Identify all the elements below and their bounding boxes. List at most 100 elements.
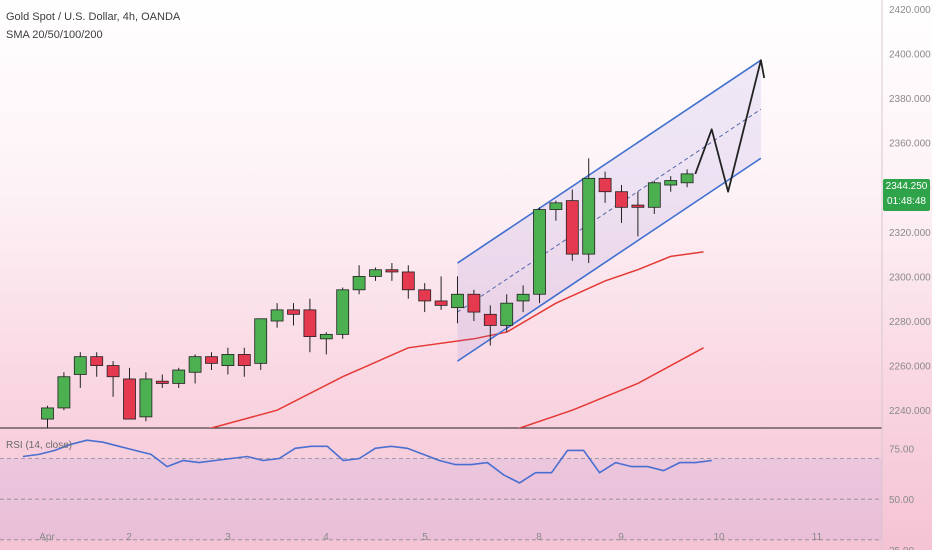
candle-body — [155, 380, 169, 384]
candle-body — [385, 269, 399, 273]
candle-body — [270, 309, 284, 322]
candle-down — [434, 276, 448, 310]
candle-body — [418, 289, 432, 302]
rsi-path — [22, 439, 712, 484]
candle-body — [647, 182, 661, 208]
candle-body — [90, 356, 104, 366]
candle-body — [401, 271, 415, 291]
price-tick-label: 2320.000 — [889, 228, 931, 239]
candle-down — [205, 352, 218, 371]
candle-up — [516, 285, 530, 313]
candle-down — [467, 289, 481, 321]
candle-body — [303, 309, 317, 338]
time-tick-label: 4 — [323, 532, 329, 543]
candle-body — [188, 356, 202, 373]
candle-body — [500, 302, 514, 326]
time-tick-label: 11 — [812, 532, 823, 543]
last-price-badge: 2344.250 01:48:48 — [883, 179, 930, 211]
candle-body — [631, 204, 645, 208]
candle-body — [221, 354, 235, 366]
rsi-tick-label: 50.00 — [889, 495, 914, 506]
candle-body — [615, 191, 628, 208]
candle-down — [598, 171, 612, 203]
channel-mid-line — [457, 108, 762, 313]
sma-line-b — [517, 347, 704, 428]
candle-up — [582, 158, 596, 264]
candle-body — [352, 276, 366, 291]
candle-up — [41, 405, 54, 428]
candle-up — [172, 367, 186, 388]
time-tick-label: 10 — [713, 532, 725, 543]
price-tick-label: 2260.000 — [889, 362, 931, 373]
candle-up — [221, 347, 235, 375]
rsi-line — [22, 439, 712, 484]
candle-down — [483, 305, 497, 346]
symbol-title[interactable]: Gold Spot / U.S. Dollar, 4h, OANDA — [6, 11, 181, 23]
time-tick-label: 8 — [536, 532, 542, 543]
sma-line-a — [208, 251, 704, 428]
candle-body — [369, 269, 382, 277]
candle-body — [549, 202, 563, 210]
candle-body — [139, 378, 153, 418]
last-price: 2344.250 — [885, 181, 928, 192]
candles — [41, 158, 694, 428]
indicator-legend[interactable]: SMA 20/50/100/200 — [6, 29, 103, 41]
candle-body — [287, 309, 300, 315]
price-tick-label: 2280.000 — [889, 317, 931, 328]
candle-down — [565, 189, 579, 261]
candle-body — [73, 356, 87, 375]
candle-up — [549, 200, 563, 221]
price-tick-label: 2400.000 — [889, 50, 931, 61]
candle-down — [155, 374, 169, 388]
rsi-tick-label: 75.00 — [889, 444, 914, 455]
candle-up — [270, 303, 284, 328]
candle-down — [401, 265, 415, 299]
time-tick-label: 5 — [422, 532, 428, 543]
candle-body — [254, 318, 268, 364]
candle-down — [385, 263, 399, 281]
candle-up — [664, 176, 678, 192]
time-tick-label: Apr — [39, 532, 55, 543]
candle-body — [237, 354, 251, 366]
candle-body — [336, 289, 350, 335]
candle-up — [352, 265, 366, 295]
bar-countdown: 01:48:48 — [887, 196, 926, 207]
price-tick-label: 2300.000 — [889, 272, 931, 283]
candle-down — [123, 367, 136, 420]
candle-down — [418, 283, 432, 313]
rsi-band — [0, 458, 882, 541]
candle-down — [90, 352, 104, 377]
candle-body — [582, 177, 596, 255]
candle-body — [205, 356, 218, 364]
candle-body — [664, 180, 678, 186]
candle-body — [565, 200, 579, 255]
candle-body — [172, 369, 186, 384]
candle-body — [483, 313, 497, 326]
candle-up — [647, 180, 661, 214]
rsi-tick-label: 25.00 — [889, 546, 914, 550]
projection-line — [694, 59, 766, 193]
candle-up — [319, 332, 333, 355]
candle-body — [106, 365, 120, 378]
time-tick-label: 2 — [126, 532, 132, 543]
candle-up — [139, 372, 153, 422]
candle-body — [123, 378, 136, 420]
candle-down — [303, 298, 317, 353]
projection-path[interactable] — [694, 59, 766, 193]
candle-up — [254, 318, 268, 371]
candle-down — [287, 303, 300, 326]
candle-body — [533, 209, 546, 295]
time-tick-label: 3 — [225, 532, 231, 543]
rsi-label[interactable]: RSI (14, close) — [6, 440, 73, 451]
candle-body — [434, 300, 448, 306]
candle-up — [500, 294, 514, 333]
candle-down — [615, 185, 628, 223]
candle-body — [319, 333, 333, 340]
time-axis-labels: Apr 2 3 4 5 8 9 10 11 — [39, 532, 822, 543]
candle-body — [598, 177, 612, 193]
price-tick-label: 2240.000 — [889, 406, 931, 417]
candle-body — [516, 293, 530, 302]
candle-body — [467, 293, 481, 313]
candle-up — [57, 372, 71, 411]
